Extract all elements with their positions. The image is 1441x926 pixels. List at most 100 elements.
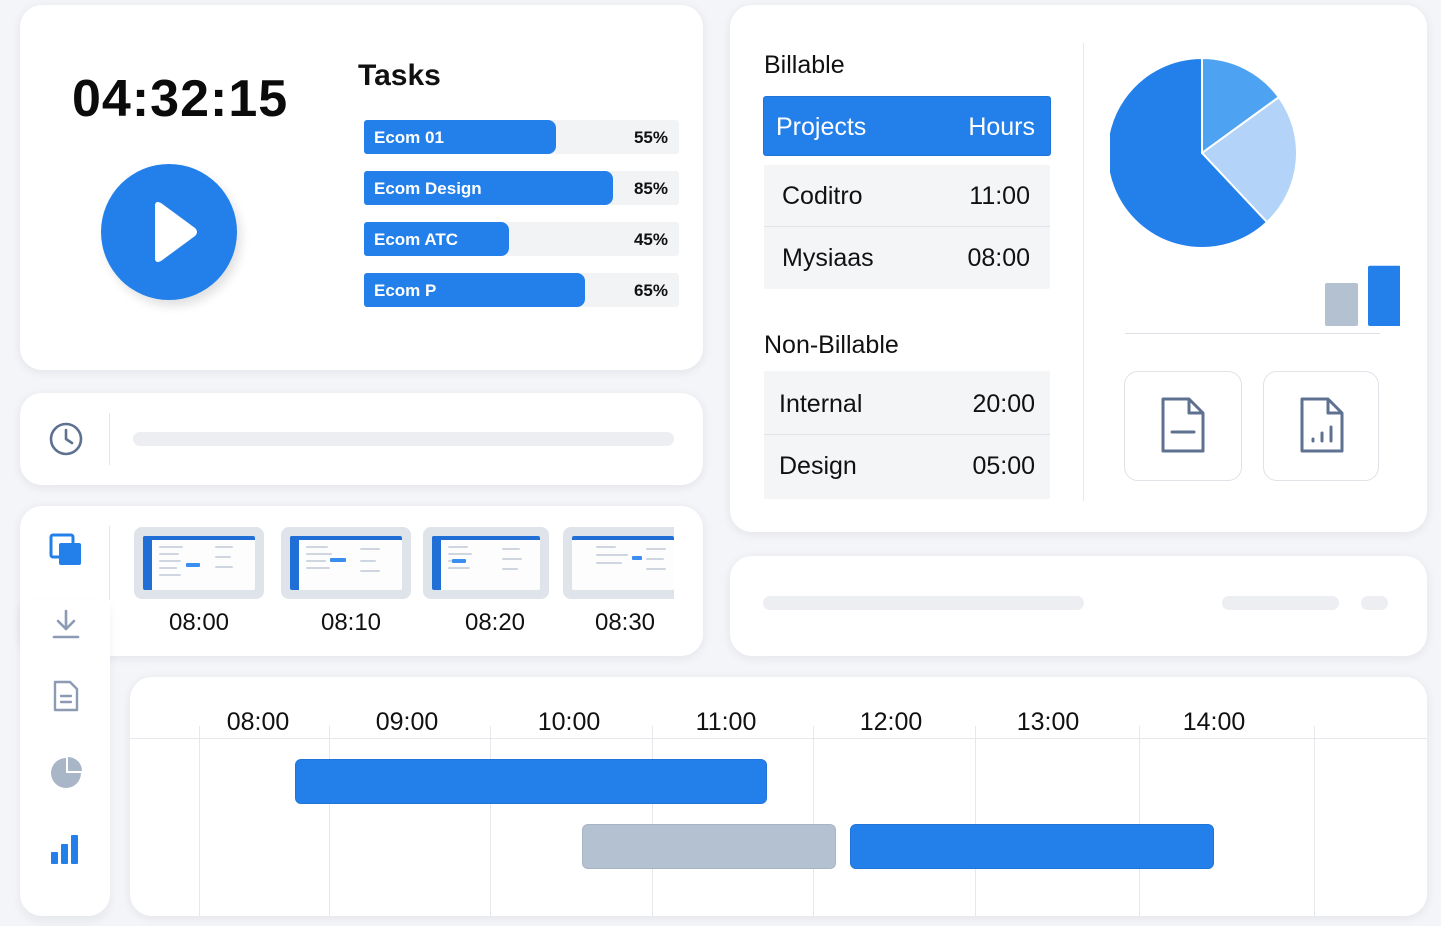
project-name: Mysiaas <box>782 244 874 272</box>
timeline-card: 08:00 09:00 10:00 11:00 12:00 13:00 14:0… <box>130 677 1427 916</box>
task-percent: 45% <box>633 230 668 249</box>
pie-chart-icon[interactable] <box>49 756 83 790</box>
project-hours: 20:00 <box>972 390 1035 418</box>
skeleton-bar <box>1222 596 1339 610</box>
screenshot-time: 08:10 <box>320 609 382 636</box>
project-name: Coditro <box>782 182 863 210</box>
table-row[interactable]: Coditro 11:00 <box>764 165 1050 227</box>
export-pdf-button[interactable] <box>1124 371 1242 481</box>
screenshot-thumbnail[interactable] <box>423 527 549 599</box>
task-progress-fill <box>364 120 556 154</box>
project-name: Design <box>779 452 857 480</box>
play-button[interactable] <box>101 164 237 300</box>
task-progress-fill <box>364 273 585 307</box>
task-percent: 55% <box>633 128 668 147</box>
screenshot-preview <box>432 536 540 590</box>
task-name: Ecom P <box>374 281 437 300</box>
screenshot-time: 08:00 <box>168 609 230 636</box>
billable-table-header: Projects Hours <box>764 97 1050 155</box>
table-row[interactable]: Design 05:00 <box>764 435 1050 497</box>
divider <box>109 413 110 465</box>
project-hours: 11:00 <box>969 182 1030 210</box>
task-row[interactable]: Ecom 01 55% <box>364 120 679 154</box>
projects-column-header: Projects <box>776 113 867 141</box>
clock-icon[interactable] <box>48 421 84 457</box>
pie-slice <box>1200 95 1298 224</box>
play-icon <box>155 202 197 262</box>
billable-title: Billable <box>764 51 845 79</box>
non-billable-table: Internal 20:00 Design 05:00 <box>764 371 1050 499</box>
copy-screens-icon[interactable] <box>48 532 84 568</box>
task-percent: 85% <box>633 179 668 198</box>
hour-label: 11:00 <box>695 708 757 736</box>
project-hours: 08:00 <box>967 244 1030 272</box>
hour-label: 10:00 <box>537 708 601 736</box>
task-percent: 65% <box>633 281 668 300</box>
billing-summary-card: Billable Projects Hours Coditro 11:00 My… <box>730 5 1427 532</box>
grid-line <box>199 726 200 916</box>
task-name: Ecom ATC <box>374 230 459 249</box>
loading-card <box>730 556 1427 656</box>
timer-display: 04:32:15 <box>72 70 289 128</box>
timer-card: 04:32:15 Tasks Ecom 01 55% Ecom Design 8… <box>20 5 703 370</box>
divider <box>109 526 110 638</box>
screenshot-thumbnail[interactable] <box>281 527 411 599</box>
table-row[interactable]: Internal 20:00 <box>764 373 1050 435</box>
timeline-block[interactable] <box>850 824 1214 869</box>
hour-label: 12:00 <box>859 708 923 736</box>
hour-label: 08:00 <box>226 708 290 736</box>
screenshots-card: 08:00 08:10 08:20 08:30 <box>20 506 703 656</box>
export-report-button[interactable] <box>1263 371 1379 481</box>
activity-input[interactable] <box>133 432 674 446</box>
billable-table: Coditro 11:00 Mysiaas 08:00 <box>764 165 1050 289</box>
grid-line <box>813 726 814 916</box>
pie-slice <box>1201 56 1281 155</box>
task-progress-fill <box>364 222 509 256</box>
screenshot-time: 08:30 <box>594 609 656 636</box>
grid-line <box>1139 726 1140 916</box>
summary-chart <box>1110 56 1400 326</box>
bar-chart-icon[interactable] <box>49 832 81 866</box>
tasks-title: Tasks <box>358 59 441 92</box>
skeleton-bar <box>1361 596 1388 610</box>
hour-label: 14:00 <box>1182 708 1246 736</box>
task-row[interactable]: Ecom P 65% <box>364 273 679 307</box>
divider <box>1083 43 1084 501</box>
task-row[interactable]: Ecom ATC 45% <box>364 222 679 256</box>
hour-label: 09:00 <box>375 708 439 736</box>
table-row[interactable]: Mysiaas 08:00 <box>764 227 1050 289</box>
pie-slice <box>1110 56 1269 249</box>
task-progress-fill <box>364 171 613 205</box>
grid-line <box>975 726 976 916</box>
task-name: Ecom 01 <box>374 128 444 147</box>
chart-document-icon <box>1300 397 1344 453</box>
chart-bar <box>1368 265 1400 326</box>
task-name: Ecom Design <box>374 179 482 198</box>
hour-label: 13:00 <box>1016 708 1080 736</box>
task-row[interactable]: Ecom Design 85% <box>364 171 679 205</box>
document-icon[interactable] <box>51 679 81 713</box>
timeline-block[interactable] <box>582 824 836 869</box>
non-billable-title: Non-Billable <box>764 331 899 359</box>
activity-search-card <box>20 393 703 485</box>
grid-line <box>490 726 491 916</box>
chart-baseline <box>1125 333 1380 334</box>
screenshot-thumbnail[interactable] <box>563 527 674 599</box>
chart-bar <box>1325 283 1358 326</box>
timeline-block[interactable] <box>295 759 767 804</box>
sidebar <box>20 533 110 916</box>
pdf-document-icon <box>1161 397 1205 453</box>
screenshot-preview <box>572 536 674 590</box>
skeleton-bar <box>763 596 1084 610</box>
grid-line <box>652 726 653 916</box>
download-icon[interactable] <box>51 608 81 640</box>
grid-line <box>329 726 330 916</box>
grid-line <box>1314 726 1315 916</box>
project-name: Internal <box>779 390 863 418</box>
timeline-header-line <box>130 738 1427 739</box>
project-hours: 05:00 <box>972 452 1035 480</box>
screenshot-preview <box>290 536 402 590</box>
screenshot-thumbnail[interactable] <box>134 527 264 599</box>
screenshot-time: 08:20 <box>464 609 526 636</box>
screenshot-preview <box>143 536 255 590</box>
